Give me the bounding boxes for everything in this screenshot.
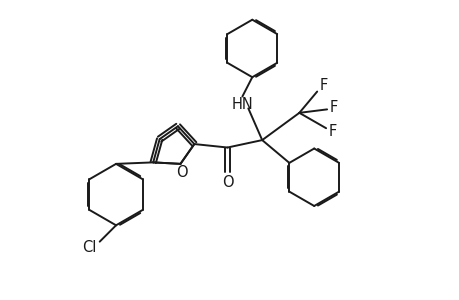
Text: Cl: Cl	[81, 240, 96, 255]
Text: F: F	[329, 100, 337, 116]
Text: F: F	[328, 124, 336, 139]
Text: HN: HN	[231, 97, 253, 112]
Text: O: O	[221, 175, 233, 190]
Text: F: F	[319, 78, 328, 93]
Text: O: O	[175, 165, 187, 180]
